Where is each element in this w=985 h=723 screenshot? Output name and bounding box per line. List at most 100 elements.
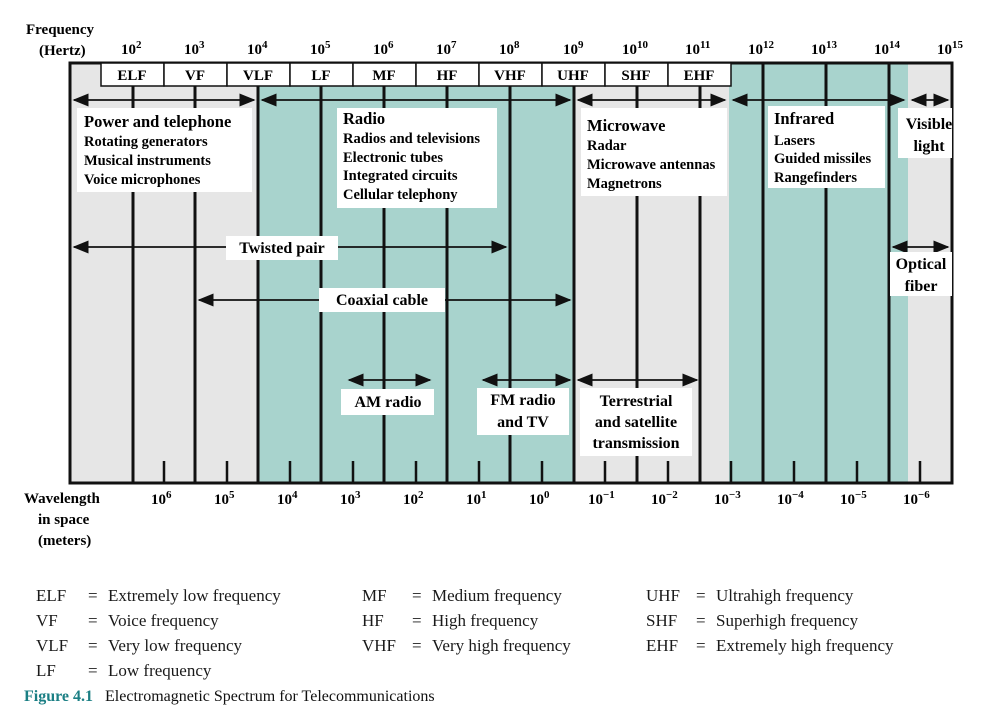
terrestrial-label: and satellite: [595, 414, 677, 431]
legend-eq: =: [88, 661, 98, 680]
twisted-pair-label: Twisted pair: [239, 240, 324, 257]
visible-label: light: [913, 138, 945, 155]
legend-eq: =: [88, 636, 98, 655]
wave-tick-label: 100: [529, 489, 550, 508]
band-label: SHF: [621, 68, 650, 84]
visible-label: Visible: [906, 116, 953, 133]
microwave-item: Microwave antennas: [587, 157, 716, 173]
wavelength-label: in space: [38, 512, 90, 528]
freq-tick-label: 1015: [937, 39, 964, 58]
wavelength-unit-label: (meters): [38, 533, 91, 549]
wave-tick-label: 101: [466, 489, 487, 508]
legend-entry: UHF = Ultrahigh frequency: [646, 586, 853, 606]
legend-entry: LF = Low frequency: [36, 661, 211, 681]
band-label: ELF: [117, 68, 146, 84]
wave-tick-label: 103: [340, 489, 361, 508]
legend-abbr: ELF: [36, 586, 67, 605]
terrestrial-box: [580, 388, 692, 456]
wavelength-ticks: [162, 461, 922, 483]
twisted-pair-box: [226, 236, 338, 260]
radio-title: Radio: [343, 109, 385, 128]
wave-tick-label: 10−3: [714, 489, 741, 508]
legend-desc: Very high frequency: [432, 636, 571, 655]
band-label: UHF: [557, 68, 589, 84]
legend-entry: ELF = Extremely low frequency: [36, 586, 281, 606]
legend-abbr: UHF: [646, 586, 681, 605]
legend-abbr: EHF: [646, 636, 679, 655]
band-label: VLF: [243, 68, 273, 84]
coaxial-label: Coaxial cable: [336, 292, 428, 309]
legend-abbr: VF: [36, 611, 58, 630]
visible-box: [898, 108, 952, 158]
frequency-unit-label: (Hertz): [39, 43, 86, 59]
figure-caption: Figure 4.1 Electromagnetic Spectrum for T…: [24, 688, 435, 706]
terrestrial-label: transmission: [592, 435, 679, 452]
legend-abbr: VLF: [36, 636, 69, 655]
wave-tick-label: 104: [277, 489, 298, 508]
freq-tick-label: 108: [499, 39, 520, 58]
band-label: MF: [372, 68, 395, 84]
infrared-item: Lasers: [774, 133, 815, 149]
am-radio-box: [341, 389, 434, 415]
microwave-box: [581, 108, 727, 196]
legend-eq: =: [88, 586, 98, 605]
legend-eq: =: [412, 611, 422, 630]
power-item: Musical instruments: [84, 153, 211, 169]
legend-desc: Ultrahigh frequency: [716, 586, 854, 605]
freq-tick-label: 1010: [622, 39, 649, 58]
band-row: [100, 62, 732, 87]
power-item: Rotating generators: [84, 134, 208, 150]
legend-desc: Extremely low frequency: [108, 586, 281, 605]
legend-abbr: LF: [36, 661, 56, 680]
freq-tick-label: 107: [436, 39, 457, 58]
legend-desc: Superhigh frequency: [716, 611, 859, 630]
infrared-item: Rangefinders: [774, 170, 857, 186]
radio-box: [337, 108, 497, 208]
fm-radio-box: [477, 388, 569, 435]
freq-tick-label: 1014: [874, 39, 901, 58]
optical-label: Optical: [896, 256, 947, 273]
figure-number: Figure 4.1: [24, 688, 94, 705]
band-label: EHF: [684, 68, 715, 84]
legend-desc: Medium frequency: [432, 586, 562, 605]
wave-tick-label: 10−1: [588, 489, 615, 508]
legend-desc: Voice frequency: [108, 611, 219, 630]
terrestrial-label: Terrestrial: [600, 393, 673, 410]
freq-tick-label: 1013: [811, 39, 838, 58]
legend-abbr: SHF: [646, 611, 678, 630]
freq-tick-label: 109: [563, 39, 584, 58]
freq-tick-label: 103: [184, 39, 205, 58]
power-item: Voice microphones: [84, 172, 201, 188]
wave-tick-label: 102: [403, 489, 424, 508]
coaxial-box: [319, 288, 445, 312]
legend-eq: =: [412, 586, 422, 605]
legend-desc: Extremely high frequency: [716, 636, 894, 655]
radio-item: Cellular telephony: [343, 187, 458, 203]
optical-label: fiber: [905, 278, 938, 295]
microwave-item: Magnetrons: [587, 176, 662, 192]
legend-abbr: MF: [362, 586, 387, 605]
legend-entry: VHF = Very high frequency: [362, 636, 571, 656]
legend-entry: EHF = Extremely high frequency: [646, 636, 894, 656]
fm-radio-label: FM radio: [490, 392, 555, 409]
radio-item: Radios and televisions: [343, 131, 480, 147]
wave-tick-label: 106: [151, 489, 172, 508]
legend-desc: Low frequency: [108, 661, 212, 680]
frequency-label: Frequency: [26, 22, 95, 38]
band-label: VF: [185, 68, 205, 84]
legend-desc: Very low frequency: [108, 636, 243, 655]
freq-tick-label: 106: [373, 39, 394, 58]
freq-tick-label: 102: [121, 39, 142, 58]
wave-tick-label: 10−2: [651, 489, 678, 508]
legend-eq: =: [696, 586, 706, 605]
power-title: Power and telephone: [84, 112, 231, 131]
legend-eq: =: [696, 636, 706, 655]
wavelength-label: Wavelength: [24, 491, 100, 507]
infrared-box: [768, 106, 885, 188]
legend-eq: =: [696, 611, 706, 630]
legend-abbr: HF: [362, 611, 384, 630]
wave-tick-label: 10−4: [777, 489, 804, 508]
wave-tick-label: 10−6: [903, 489, 930, 508]
microwave-item: Radar: [587, 138, 627, 154]
legend-entry: VLF = Very low frequency: [36, 636, 242, 656]
